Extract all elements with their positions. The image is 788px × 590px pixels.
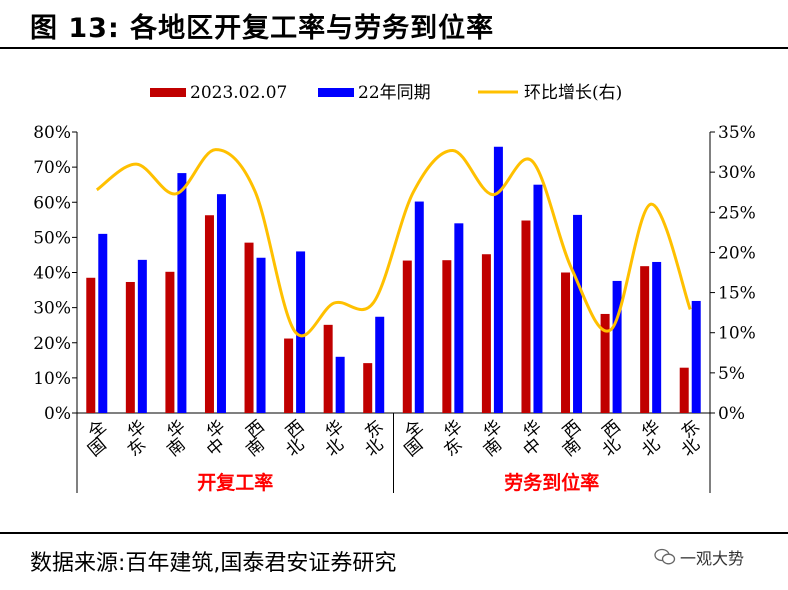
bar-s2-2 (177, 173, 187, 413)
line-series (95, 148, 692, 338)
bar-s2-4 (256, 257, 266, 413)
right-tick-label: 15% (718, 284, 756, 304)
category-label-4: 南 (243, 435, 269, 461)
left-tick-label: 40% (33, 264, 71, 284)
watermark: 一观大势 (636, 545, 744, 569)
bar-s1-12 (561, 272, 571, 413)
right-tick-label: 0% (718, 404, 745, 424)
category-label-8: 国 (401, 435, 427, 461)
left-tick-label: 50% (33, 228, 71, 248)
bar-s2-3 (216, 194, 226, 413)
bar-s1-1 (125, 281, 135, 413)
right-tick-label: 5% (718, 364, 745, 384)
chart: 0% 10% 20% 30% 40% 50% 60% 70% 80% 0% 5% 10% 15% 20% 2… (33, 83, 756, 494)
bar-s1-10 (481, 254, 491, 413)
bar-s1-8 (402, 260, 412, 413)
bar-s1-6 (323, 324, 333, 413)
left-tick-label: 10% (33, 369, 71, 389)
legend-label-2: 环比增长(右) (524, 83, 622, 103)
category-label-5: 北 (282, 435, 308, 461)
bar-s2-8 (414, 201, 424, 413)
left-tick-label: 30% (33, 299, 71, 319)
source-note: 数据来源:百年建筑,国泰君安证券研究 (30, 551, 397, 576)
left-tick-label: 70% (33, 158, 71, 178)
bar-s2-12 (573, 214, 583, 413)
group-label-1: 劳务到位率 (504, 471, 599, 494)
bar-s1-13 (600, 313, 610, 413)
bar-s2-7 (375, 316, 385, 413)
bar-s1-5 (284, 338, 294, 413)
category-label-7: 北 (361, 435, 387, 461)
right-tick-label: 25% (718, 203, 756, 223)
category-label-6: 北 (322, 435, 348, 461)
category-label-10: 南 (480, 435, 506, 461)
bar-s2-14 (652, 261, 662, 413)
right-tick-label: 30% (718, 163, 756, 183)
bar-s2-9 (454, 223, 464, 413)
bar-s1-11 (521, 220, 531, 413)
category-label-12: 南 (559, 435, 585, 461)
category-label-9: 东 (441, 435, 467, 461)
legend-swatch-0 (150, 88, 186, 97)
category-label-0: 国 (84, 435, 110, 461)
bar-s1-15 (679, 367, 689, 413)
category-label-14: 北 (638, 435, 664, 461)
bar-s1-3 (204, 215, 214, 413)
bar-s2-6 (335, 356, 345, 413)
bar-s2-10 (493, 146, 503, 413)
category-label-3: 中 (203, 435, 229, 461)
group-label-0: 开复工率 (197, 471, 273, 494)
bar-s2-11 (533, 184, 543, 413)
category-label-1: 东 (124, 435, 150, 461)
bar-s1-2 (165, 271, 175, 413)
wechat-icon (654, 548, 676, 565)
left-tick-label: 80% (33, 123, 71, 143)
category-label-15: 北 (678, 435, 704, 461)
figure-title: 图 13: 各地区开复工率与劳务到位率 (30, 13, 495, 44)
bar-s2-1 (137, 259, 147, 413)
category-label-11: 中 (520, 435, 546, 461)
bar-s2-0 (98, 233, 108, 413)
legend-swatch-1 (318, 88, 354, 97)
left-tick-label: 60% (33, 193, 71, 213)
bar-s1-14 (640, 266, 650, 413)
bar-s1-7 (363, 363, 373, 413)
legend-label-0: 2023.02.07 (190, 83, 287, 103)
legend-label-1: 22年同期 (358, 83, 431, 103)
watermark-text: 一观大势 (680, 549, 745, 568)
title-rule (0, 47, 788, 49)
left-tick-label: 0% (44, 404, 71, 424)
right-tick-label: 20% (718, 243, 756, 263)
left-tick-label: 20% (33, 334, 71, 354)
bar-s2-13 (612, 280, 622, 413)
footer-rule (0, 532, 788, 534)
bar-s1-4 (244, 242, 254, 413)
right-tick-label: 35% (718, 123, 756, 143)
category-label-2: 南 (164, 435, 190, 461)
category-label-13: 北 (599, 435, 625, 461)
bar-s2-15 (691, 300, 701, 413)
bar-s1-9 (442, 260, 452, 413)
right-tick-label: 10% (718, 324, 756, 344)
bar-s2-5 (296, 251, 306, 413)
bar-s1-0 (86, 277, 96, 413)
